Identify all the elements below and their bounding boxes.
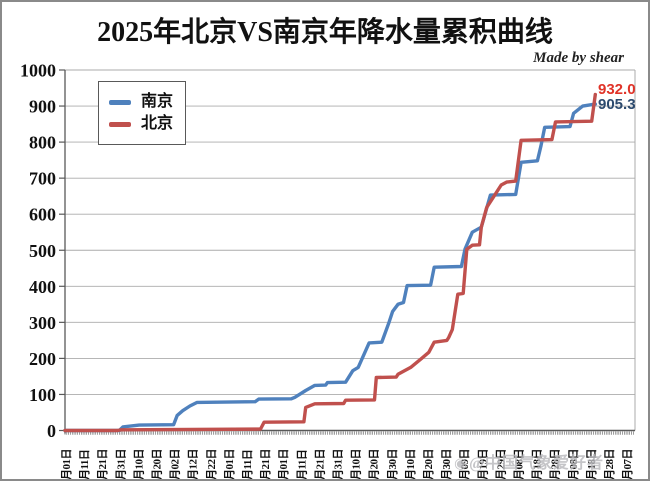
x-tick-label: 月18日 [531, 449, 544, 481]
x-tick-label: 月31日 [332, 449, 345, 481]
y-tick-label: 1000 [20, 61, 56, 81]
x-tick-label: 月21日 [313, 449, 326, 481]
x-tick-label: 月02日 [169, 449, 182, 481]
legend-item-beijing: 北京 [109, 115, 173, 133]
nanjing-line-swatch-icon [109, 99, 131, 105]
x-tick-label: 月01日 [277, 449, 290, 481]
x-tick-label: 月09日 [458, 449, 471, 481]
y-tick-label: 400 [29, 277, 56, 297]
x-tick-label: 月20日 [368, 449, 381, 481]
y-tick-label: 200 [29, 349, 56, 369]
x-tick-label: 月28日 [603, 449, 616, 481]
x-tick-label: 月19日 [476, 449, 489, 481]
beijing-end-value-label: 932.0 [598, 81, 636, 98]
legend-label-nanjing: 南京 [141, 93, 174, 110]
x-tick-label: 月20日 [151, 449, 164, 481]
watermark-logo-icon: ◉ [454, 456, 469, 472]
y-tick-label: 900 [29, 97, 56, 117]
y-tick-label: 500 [29, 241, 56, 261]
x-tick-label: 月31日 [114, 449, 127, 481]
y-tick-label: 600 [29, 205, 56, 225]
legend-item-nanjing: 南京 [109, 93, 173, 111]
x-tick-label: 月10日 [132, 449, 145, 481]
x-tick-label: 月18日 [585, 449, 598, 481]
x-tick-label: 月11日 [295, 450, 308, 481]
x-tick-label: 月30日 [386, 449, 399, 481]
watermark: ◉@中国气象爱好者 [454, 449, 604, 473]
beijing-curve [63, 92, 597, 433]
x-tick-label: 月11日 [78, 450, 91, 481]
chart-title: 2025年北京VS南京年降水量累积曲线 [97, 17, 553, 48]
x-tick-label: 月11日 [241, 450, 254, 481]
nanjing-end-value-label: 905.3 [598, 96, 636, 113]
x-tick-label: 月29日 [494, 449, 507, 481]
y-tick-label: 300 [29, 313, 56, 333]
x-tick-label: 月21日 [96, 449, 109, 481]
x-tick-label: 月10日 [404, 449, 417, 481]
legend-label-beijing: 北京 [141, 115, 174, 132]
x-tick-label: 月21日 [259, 449, 272, 481]
x-tick-label: 月07日 [621, 449, 634, 481]
x-tick-label: 月20日 [422, 449, 435, 481]
x-tick-label: 月28日 [549, 449, 562, 481]
nanjing-curve [63, 102, 597, 433]
x-tick-label: 月22日 [205, 449, 218, 481]
credit-text: Made by shear [533, 50, 624, 66]
y-tick-label: 0 [47, 421, 56, 441]
x-tick-label: 月08日 [567, 449, 580, 481]
beijing-line-swatch-icon [109, 121, 131, 127]
y-tick-label: 100 [29, 385, 56, 405]
y-tick-label: 800 [29, 133, 56, 153]
x-tick-label: 月30日 [440, 449, 453, 481]
legend: 南京 北京 [98, 81, 187, 145]
x-tick-label: 月08日 [513, 449, 526, 481]
y-tick-label: 700 [29, 169, 56, 189]
x-tick-label: 月12日 [187, 449, 200, 481]
x-tick-label: 月01日 [60, 449, 73, 481]
x-tick-label: 月01日 [223, 449, 236, 481]
watermark-text: @中国气象爱好者 [469, 455, 604, 472]
x-tick-label: 月10日 [350, 449, 363, 481]
